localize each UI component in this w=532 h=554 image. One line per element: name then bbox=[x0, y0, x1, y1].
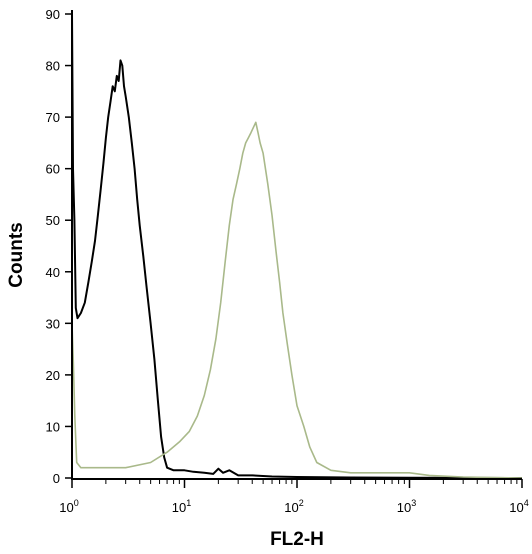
x-ticks: 100 101 102 103 104 bbox=[59, 479, 529, 515]
y-tick-label: 0 bbox=[53, 471, 60, 486]
y-tick-label: 50 bbox=[46, 213, 60, 228]
y-tick-label: 80 bbox=[46, 59, 60, 74]
plot-lines bbox=[71, 13, 523, 479]
x-tick-label: 104 bbox=[509, 498, 528, 515]
series-line-1 bbox=[71, 13, 523, 479]
series-line-2 bbox=[71, 121, 523, 479]
y-tick-label: 40 bbox=[46, 265, 60, 280]
x-tick-label: 100 bbox=[59, 498, 78, 515]
y-tick-label: 20 bbox=[46, 368, 60, 383]
y-tick-label: 70 bbox=[46, 110, 60, 125]
x-tick-label: 102 bbox=[284, 498, 303, 515]
x-axis-title: FL2-H bbox=[270, 529, 324, 550]
x-tick-label: 101 bbox=[172, 498, 191, 515]
y-ticks: 0 10 20 30 40 50 60 70 80 90 bbox=[46, 7, 72, 486]
y-tick-label: 90 bbox=[46, 7, 60, 22]
x-tick-label: 103 bbox=[397, 498, 416, 515]
axes bbox=[71, 10, 522, 480]
y-tick-label: 60 bbox=[46, 162, 60, 177]
y-tick-label: 30 bbox=[46, 316, 60, 331]
y-axis-title: Counts bbox=[6, 222, 27, 287]
y-tick-label: 10 bbox=[46, 419, 60, 434]
